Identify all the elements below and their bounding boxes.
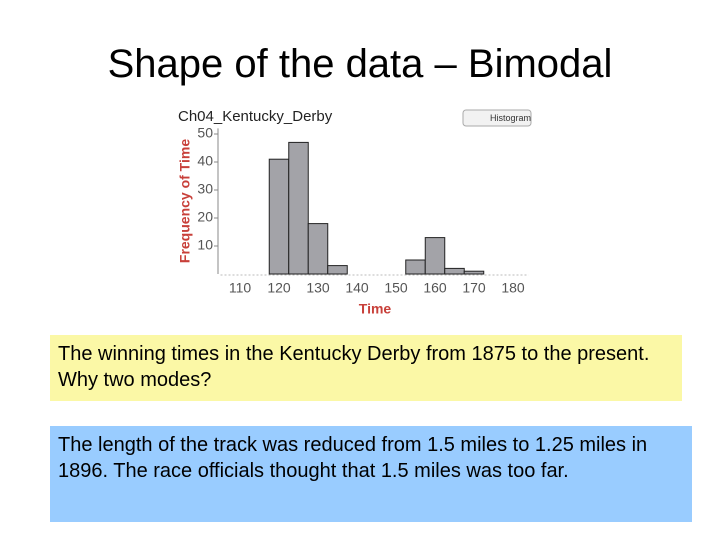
y-tick-label: 10: [197, 237, 213, 253]
question-box: The winning times in the Kentucky Derby …: [50, 335, 682, 401]
x-tick-label: 130: [306, 280, 330, 296]
y-tick-label: 50: [197, 125, 213, 141]
y-tick-label: 40: [197, 153, 213, 169]
x-tick-label: 160: [423, 280, 447, 296]
y-tick-label: 30: [197, 181, 213, 197]
bar: [463, 270, 485, 275]
bar: [444, 267, 465, 275]
answer-box: The length of the track was reduced from…: [50, 426, 692, 522]
x-tick-label: 170: [462, 280, 486, 296]
bar: [405, 259, 426, 275]
bar: [268, 158, 290, 275]
bar: [288, 141, 309, 275]
chart-title: Ch04_Kentucky_Derby: [178, 108, 333, 125]
bar: [424, 237, 446, 275]
bar: [327, 265, 348, 275]
slide-title: Shape of the data – Bimodal: [107, 42, 613, 86]
x-tick-label: 180: [501, 280, 525, 296]
bar: [307, 223, 329, 275]
x-tick-label: 150: [384, 280, 408, 296]
y-axis-label: Frequency of Time: [177, 139, 193, 263]
x-tick-label: 140: [345, 280, 369, 296]
x-tick-label: 110: [229, 280, 252, 296]
histogram-chart: Ch04_Kentucky_Derby Histogram 10 20 30 40 50 11…: [177, 108, 532, 317]
x-tick-label: 120: [267, 280, 291, 296]
y-tick-label: 20: [197, 209, 213, 225]
legend-box: [462, 109, 532, 127]
legend-label: Histogram: [490, 113, 531, 123]
x-axis-label: Time: [359, 301, 392, 317]
